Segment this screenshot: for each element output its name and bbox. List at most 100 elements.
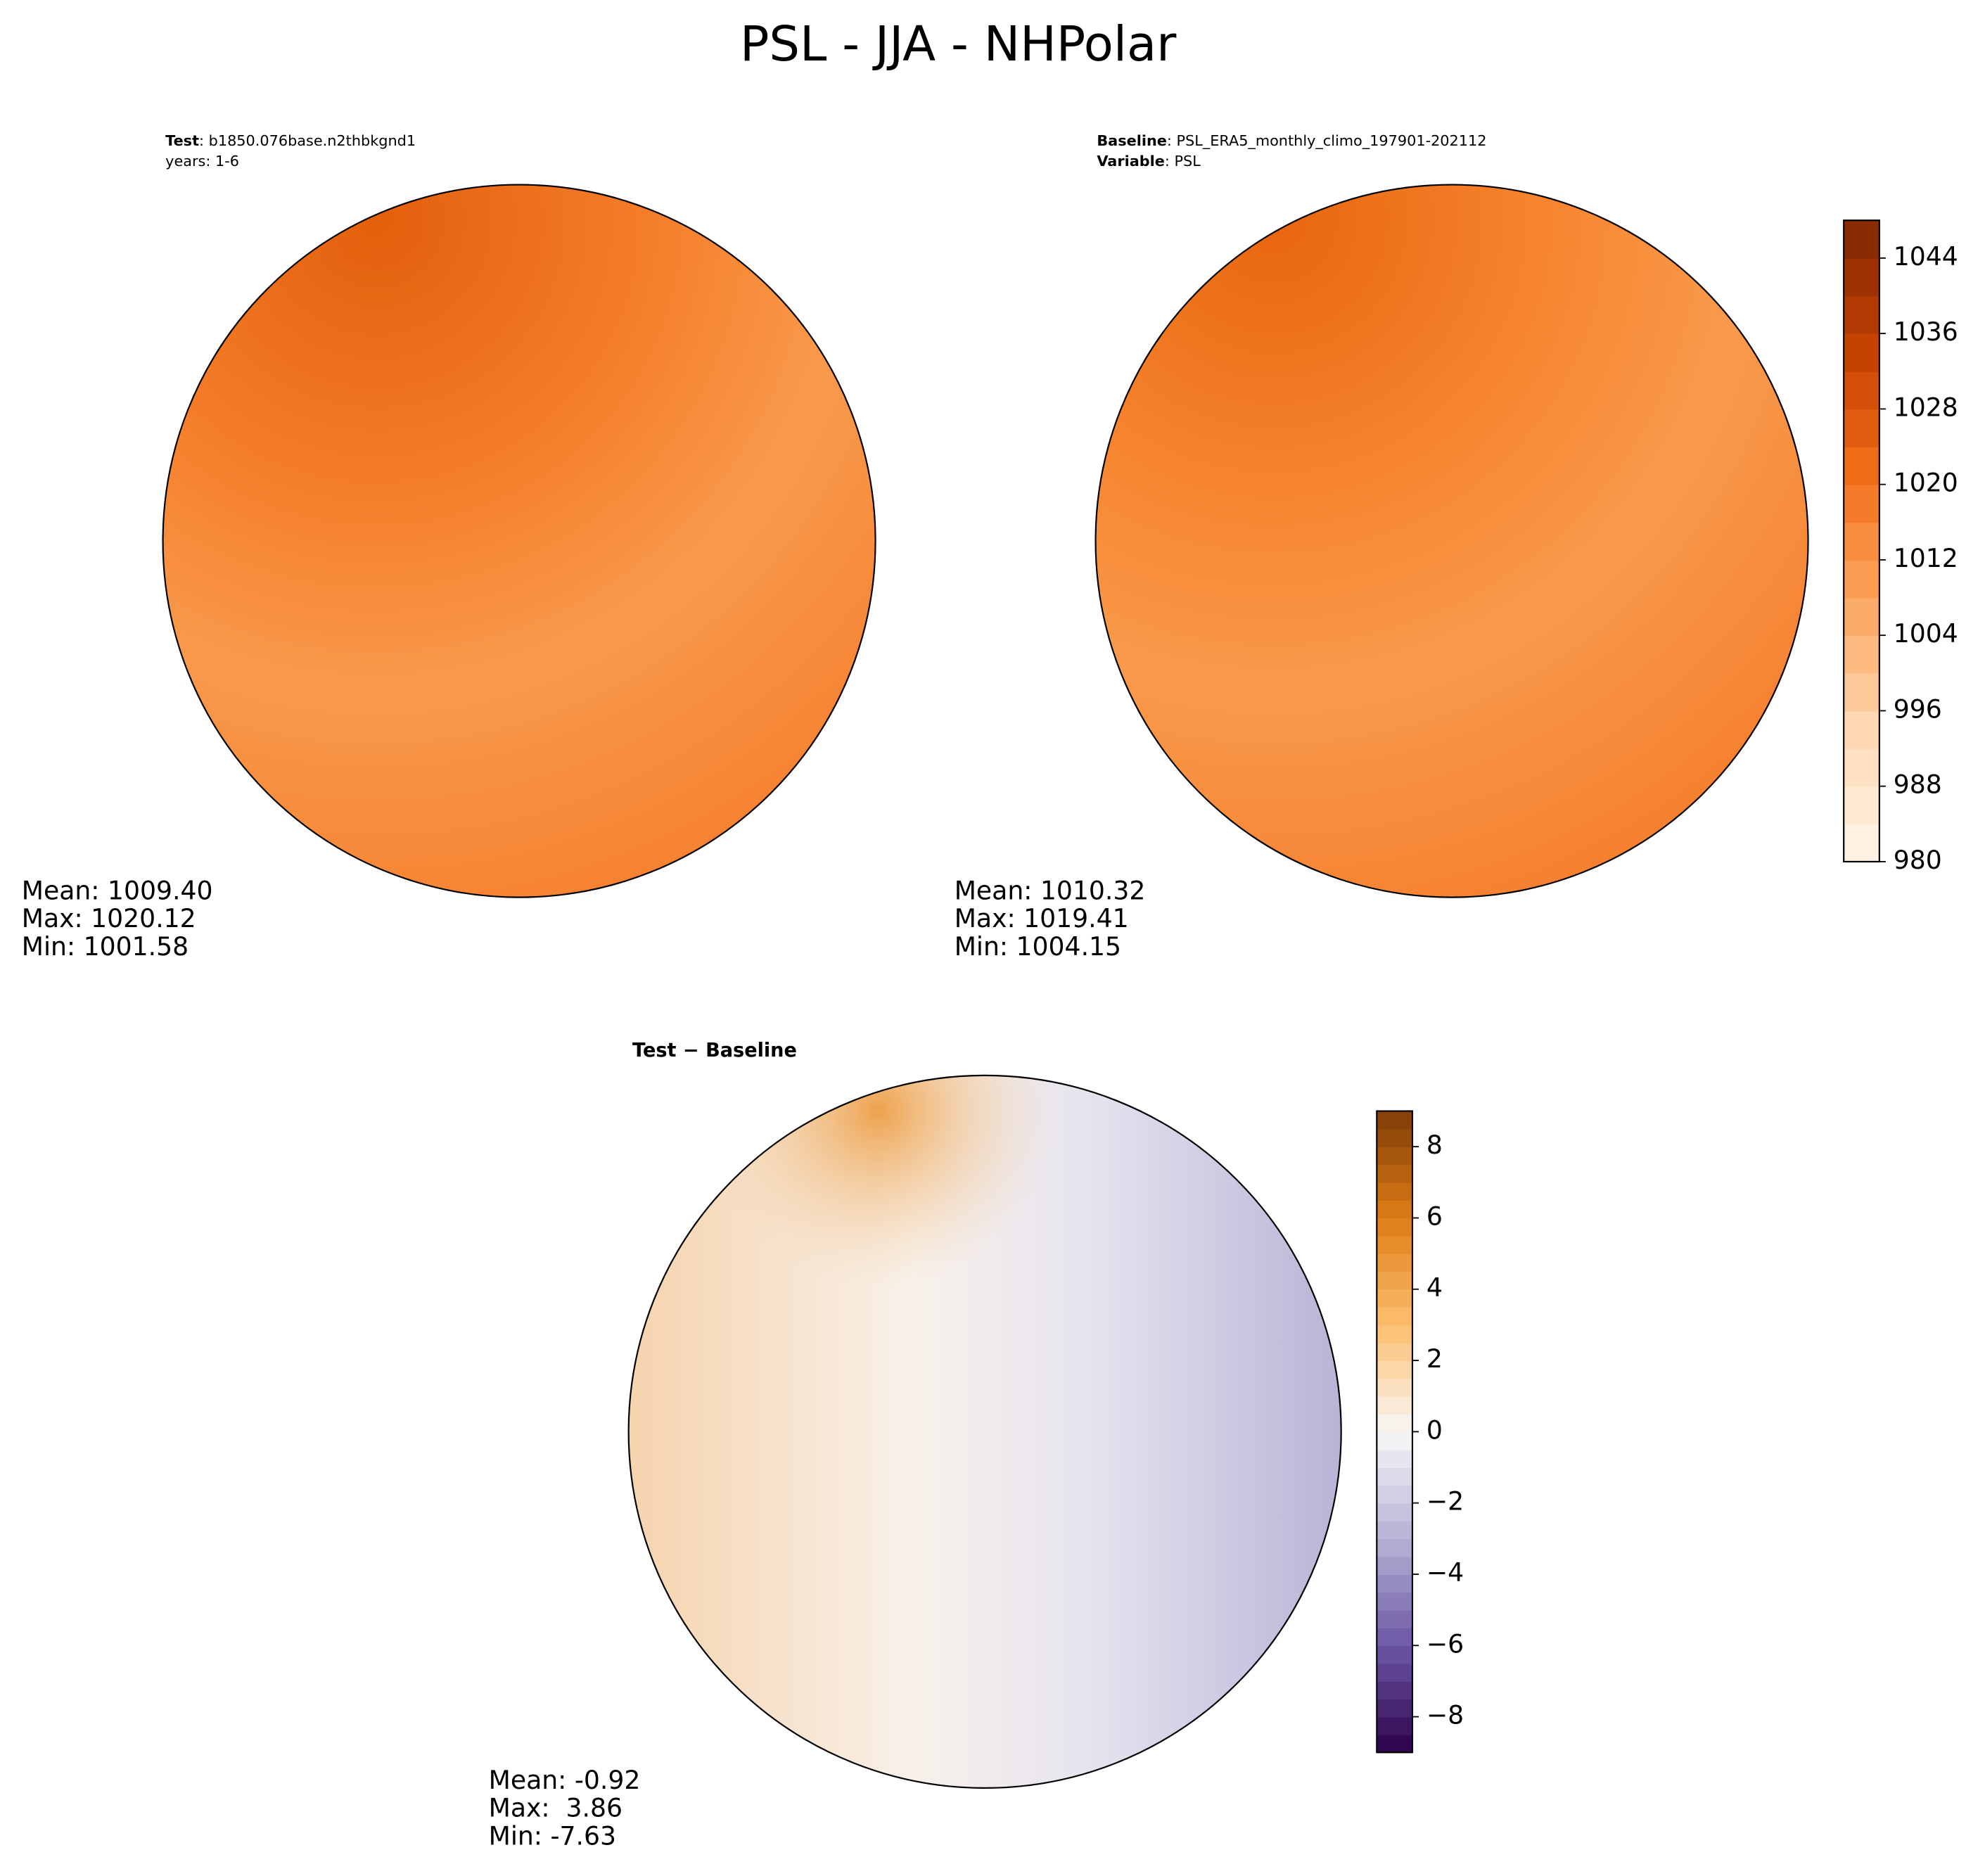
stat: Max: 3.86 [489, 1793, 623, 1823]
colorbar-band [1377, 1485, 1412, 1504]
colorbar-tick-label: 1028 [1894, 392, 1958, 422]
panel-title: Test − Baseline [632, 1040, 797, 1061]
colorbar-tick-label: 980 [1894, 845, 1942, 875]
colorbar-band [1377, 1609, 1412, 1628]
colorbar-tick-label: 1044 [1894, 241, 1958, 272]
colorbar-band [1377, 1734, 1412, 1754]
colorbar-tick-label: 996 [1894, 694, 1942, 724]
colorbar-band [1377, 1716, 1412, 1735]
header-label: Baseline [1097, 132, 1167, 149]
panel-header: Variable: PSL [1097, 153, 1201, 170]
colorbar-band [1844, 597, 1879, 637]
panel-header: Test: b1850.076base.n2thbkgnd1 [165, 132, 416, 149]
colorbar-tick-label: −8 [1426, 1700, 1464, 1730]
map-disc [1094, 184, 1809, 898]
colorbar-tick-label: −2 [1426, 1486, 1464, 1517]
colorbar-band [1377, 1325, 1412, 1344]
colorbar-tick-label: 8 [1426, 1130, 1443, 1160]
colorbar-band [1844, 447, 1879, 485]
colorbar-band [1377, 1307, 1412, 1326]
colorbar-band [1844, 220, 1879, 259]
stat: Mean: 1010.32 [955, 875, 1146, 905]
stat: Min: 1001.58 [22, 931, 189, 962]
colorbar-band [1377, 1645, 1412, 1664]
colorbar-band [1377, 1627, 1412, 1647]
colorbar-tick-label: 1012 [1894, 543, 1958, 573]
colorbar-band [1377, 1538, 1412, 1557]
colorbar-band [1844, 786, 1879, 825]
colorbar-tick-label: 1020 [1894, 468, 1958, 498]
colorbar-frame [1843, 219, 1880, 863]
colorbar-band [1377, 1574, 1412, 1593]
colorbar-band [1377, 1378, 1412, 1397]
colorbar-band [1377, 1592, 1412, 1611]
colorbar-tick-label: 2 [1426, 1344, 1443, 1374]
header-label: Variable [1097, 153, 1165, 170]
stat: Mean: -0.92 [489, 1765, 641, 1795]
colorbar-tick-label: −6 [1426, 1628, 1464, 1659]
colorbar-band [1844, 371, 1879, 410]
colorbar-band [1377, 1414, 1412, 1433]
colorbar-band [1377, 1111, 1412, 1130]
colorbar-band [1844, 710, 1879, 749]
colorbar-tick-label: 0 [1426, 1415, 1443, 1445]
header-label: Test [165, 132, 199, 149]
colorbar-band [1844, 522, 1879, 561]
colorbar-band [1844, 559, 1879, 599]
colorbar-band [1844, 635, 1879, 674]
colorbar-tick-label: −4 [1426, 1557, 1464, 1588]
colorbar-band [1377, 1182, 1412, 1201]
colorbar-band [1377, 1521, 1412, 1540]
colorbar-tick-label: 1004 [1894, 618, 1958, 649]
colorbar-band [1377, 1449, 1412, 1468]
colorbar-band [1377, 1556, 1412, 1575]
colorbar-band [1844, 333, 1879, 372]
stat: Max: 1020.12 [22, 903, 196, 933]
map-disc [162, 184, 876, 898]
figure-title: PSL - JJA - NHPolar [740, 16, 1177, 72]
map-disc-overlay [627, 1074, 1342, 1789]
baseline-panel: Baseline: PSL_ERA5_monthly_climo_197901-… [955, 132, 1809, 962]
colorbar-band [1377, 1396, 1412, 1415]
test-panel: Test: b1850.076base.n2thbkgnd1 years: 1-… [22, 132, 876, 962]
colorbar-band [1377, 1147, 1412, 1166]
colorbar-band [1844, 295, 1879, 335]
colorbar-band [1377, 1235, 1412, 1255]
colorbar-band [1377, 1253, 1412, 1272]
stat: Min: 1004.15 [955, 931, 1121, 962]
header-value: : PSL [1165, 153, 1201, 170]
colorbar-band [1844, 748, 1879, 787]
colorbar-tick-label: 6 [1426, 1201, 1443, 1231]
colorbar-band [1377, 1360, 1412, 1379]
colorbar-band [1844, 484, 1879, 523]
colorbar-tick-label: 988 [1894, 770, 1942, 800]
colorbar-band [1377, 1663, 1412, 1682]
colorbar-tick-label: 4 [1426, 1272, 1443, 1303]
stat: Mean: 1009.40 [22, 875, 213, 905]
colorbar-band [1377, 1271, 1412, 1290]
colorbar-band [1377, 1502, 1412, 1521]
colorbar-band [1844, 257, 1879, 297]
colorbar-band [1377, 1218, 1412, 1237]
colorbar-band [1377, 1128, 1412, 1148]
colorbar-band [1377, 1431, 1412, 1450]
difference-panel: Test − Baseline Mean: -0.92 Max: 3.86 Mi… [489, 1040, 1342, 1851]
header-value: : b1850.076base.n2thbkgnd1 [199, 132, 416, 149]
stat: Min: -7.63 [489, 1820, 616, 1851]
colorbar-band [1844, 672, 1879, 712]
colorbar-band [1377, 1699, 1412, 1718]
colorbar-band [1377, 1680, 1412, 1700]
colorbar-band [1844, 824, 1879, 862]
panel-header: Baseline: PSL_ERA5_monthly_climo_197901-… [1097, 132, 1486, 149]
header-value: : PSL_ERA5_monthly_climo_197901-202112 [1167, 132, 1487, 149]
colorbar-band [1377, 1200, 1412, 1219]
colorbar-band [1377, 1164, 1412, 1183]
colorbar-band [1377, 1342, 1412, 1361]
panel-subheader: years: 1-6 [165, 153, 239, 170]
stat: Max: 1019.41 [955, 903, 1129, 933]
colorbar-band [1377, 1289, 1412, 1308]
colorbar-band [1844, 409, 1879, 447]
colorbar-tick-label: 1036 [1894, 317, 1958, 347]
